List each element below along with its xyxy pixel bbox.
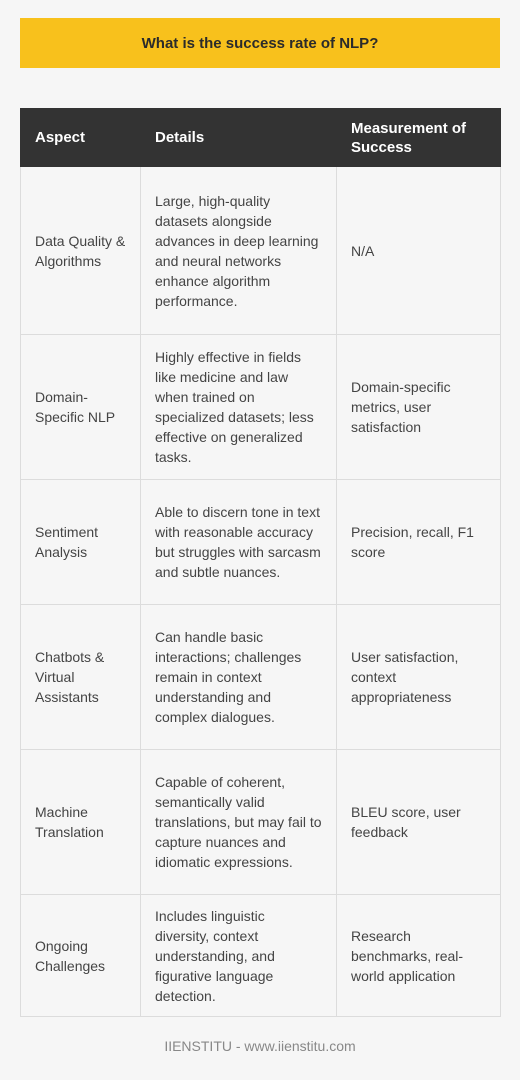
cell-measurement: N/A [336,166,501,335]
cell-details: Can handle basic interactions; challenge… [140,604,337,750]
table-row: Chatbots & Virtual Assistants Can handle… [20,604,501,750]
cell-measurement: User satisfaction, context appropriatene… [336,604,501,750]
table-row: Domain-Specific NLP Highly effective in … [20,334,501,480]
success-rate-table-container: Aspect Details Measurement of Success Da… [20,108,501,1017]
cell-aspect: Domain-Specific NLP [20,334,141,480]
cell-measurement: Domain-specific metrics, user satisfacti… [336,334,501,480]
table-row: Data Quality & Algorithms Large, high-qu… [20,166,501,335]
header-aspect: Aspect [20,108,141,167]
success-rate-table: Aspect Details Measurement of Success Da… [20,108,501,1017]
table-row: Sentiment Analysis Able to discern tone … [20,479,501,605]
header-details: Details [140,108,337,167]
cell-aspect: Data Quality & Algorithms [20,166,141,335]
cell-details: Able to discern tone in text with reason… [140,479,337,605]
cell-details: Large, high-quality datasets alongside a… [140,166,337,335]
cell-aspect: Machine Translation [20,749,141,895]
title-banner: What is the success rate of NLP? [20,18,500,68]
footer-credit: IIENSTITU - www.iienstitu.com [164,1038,356,1054]
page-title: What is the success rate of NLP? [141,34,379,52]
header-measurement: Measurement of Success [336,108,501,167]
cell-aspect: Ongoing Challenges [20,894,141,1017]
table-header-row: Aspect Details Measurement of Success [20,108,501,167]
table-row: Machine Translation Capable of coherent,… [20,749,501,895]
cell-measurement: BLEU score, user feedback [336,749,501,895]
table-row: Ongoing Challenges Includes linguistic d… [20,894,501,1017]
cell-measurement: Precision, recall, F1 score [336,479,501,605]
cell-aspect: Chatbots & Virtual Assistants [20,604,141,750]
cell-measurement: Research benchmarks, real-world applicat… [336,894,501,1017]
cell-details: Includes linguistic diversity, context u… [140,894,337,1017]
cell-details: Capable of coherent, semantically valid … [140,749,337,895]
cell-aspect: Sentiment Analysis [20,479,141,605]
cell-details: Highly effective in fields like medicine… [140,334,337,480]
